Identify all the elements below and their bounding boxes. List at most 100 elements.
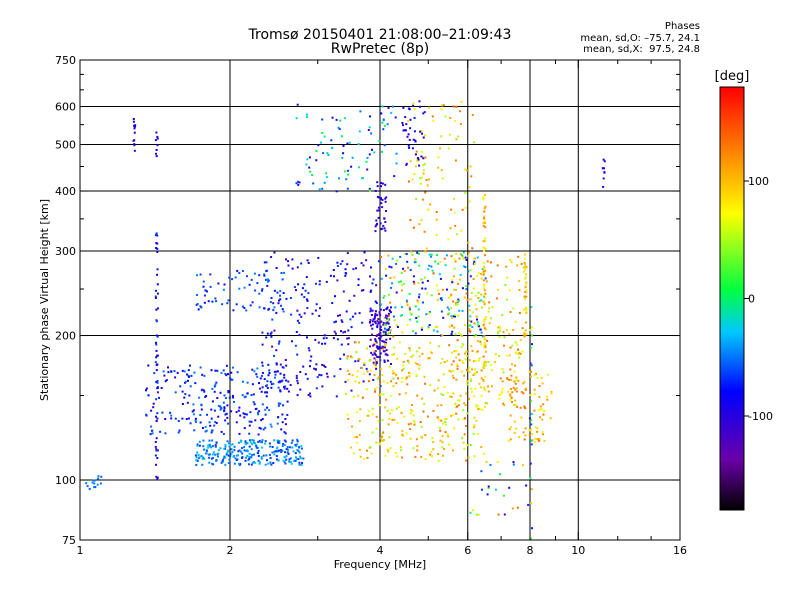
data-point <box>419 177 422 180</box>
data-point <box>277 381 280 384</box>
data-point <box>525 484 528 487</box>
data-point <box>296 266 299 269</box>
data-point <box>94 486 97 489</box>
data-point <box>541 431 544 434</box>
data-point <box>336 261 339 264</box>
data-point <box>385 319 388 322</box>
data-point <box>296 382 299 385</box>
data-point <box>477 405 480 408</box>
data-point <box>473 424 476 427</box>
data-point <box>296 319 299 322</box>
data-point <box>530 423 533 426</box>
data-point <box>390 286 392 289</box>
data-point <box>379 437 382 440</box>
data-point <box>455 356 458 359</box>
data-point <box>467 397 470 400</box>
data-point <box>97 477 100 480</box>
data-point <box>321 363 324 366</box>
data-point <box>308 349 311 352</box>
data-point <box>374 190 377 192</box>
data-point <box>279 402 282 405</box>
data-point <box>433 329 435 332</box>
data-point <box>504 284 507 287</box>
data-point <box>358 448 361 451</box>
data-point <box>484 346 487 349</box>
data-point <box>233 462 236 465</box>
data-point <box>485 350 487 353</box>
data-point <box>462 265 465 268</box>
data-point <box>343 353 345 356</box>
data-point <box>467 270 470 273</box>
data-point <box>380 334 383 337</box>
data-point <box>358 381 361 384</box>
data-point <box>422 410 425 413</box>
x-axis: 1 2 4 6 8 10 16 <box>77 60 687 557</box>
data-point <box>244 441 247 444</box>
data-point <box>451 281 454 284</box>
data-point <box>456 303 459 306</box>
data-point <box>480 369 483 372</box>
data-point <box>483 287 485 290</box>
data-point <box>161 411 164 414</box>
data-point <box>299 457 302 460</box>
data-point <box>530 419 533 422</box>
data-point <box>268 442 271 445</box>
data-point <box>396 407 398 410</box>
data-point <box>374 339 377 342</box>
data-point <box>225 452 228 455</box>
data-point <box>449 395 451 398</box>
data-point <box>279 390 282 393</box>
data-point <box>482 273 485 276</box>
data-point <box>373 343 376 346</box>
data-point <box>383 227 386 230</box>
data-point <box>256 375 259 378</box>
data-point <box>299 388 302 391</box>
data-point <box>389 328 392 331</box>
data-point <box>435 325 438 328</box>
data-point <box>230 371 233 374</box>
data-point <box>439 334 442 337</box>
data-point <box>377 346 380 349</box>
data-point <box>524 286 527 289</box>
data-point <box>280 449 282 452</box>
data-point <box>178 429 181 432</box>
data-point <box>380 185 383 188</box>
data-point <box>227 299 230 302</box>
data-point <box>155 341 157 344</box>
data-point <box>406 260 409 263</box>
data-point <box>346 252 349 255</box>
data-point <box>399 446 402 449</box>
data-point <box>414 361 417 364</box>
data-point <box>331 116 334 119</box>
data-point <box>406 301 409 304</box>
x-tick-label: 1 <box>77 544 84 557</box>
data-point <box>211 453 214 456</box>
data-point <box>260 440 263 443</box>
data-point <box>387 293 390 296</box>
data-point <box>480 331 483 334</box>
data-point <box>484 277 487 280</box>
data-point <box>272 462 275 464</box>
data-point <box>261 288 264 291</box>
data-point <box>297 458 300 461</box>
data-point <box>536 427 539 430</box>
data-point <box>247 459 250 462</box>
data-point <box>231 378 234 381</box>
data-point <box>258 306 261 309</box>
data-point <box>531 527 533 530</box>
data-point <box>215 459 218 461</box>
data-point <box>514 382 517 385</box>
data-point <box>233 449 236 452</box>
data-point <box>273 370 276 373</box>
data-point <box>273 329 276 332</box>
data-point <box>430 351 432 353</box>
data-point <box>238 287 241 290</box>
data-point <box>427 268 430 271</box>
data-point <box>405 299 408 302</box>
data-point <box>464 417 466 420</box>
data-point <box>318 283 321 286</box>
data-point <box>284 456 287 459</box>
data-point <box>377 216 380 219</box>
data-point <box>401 433 404 436</box>
data-point <box>366 168 369 171</box>
